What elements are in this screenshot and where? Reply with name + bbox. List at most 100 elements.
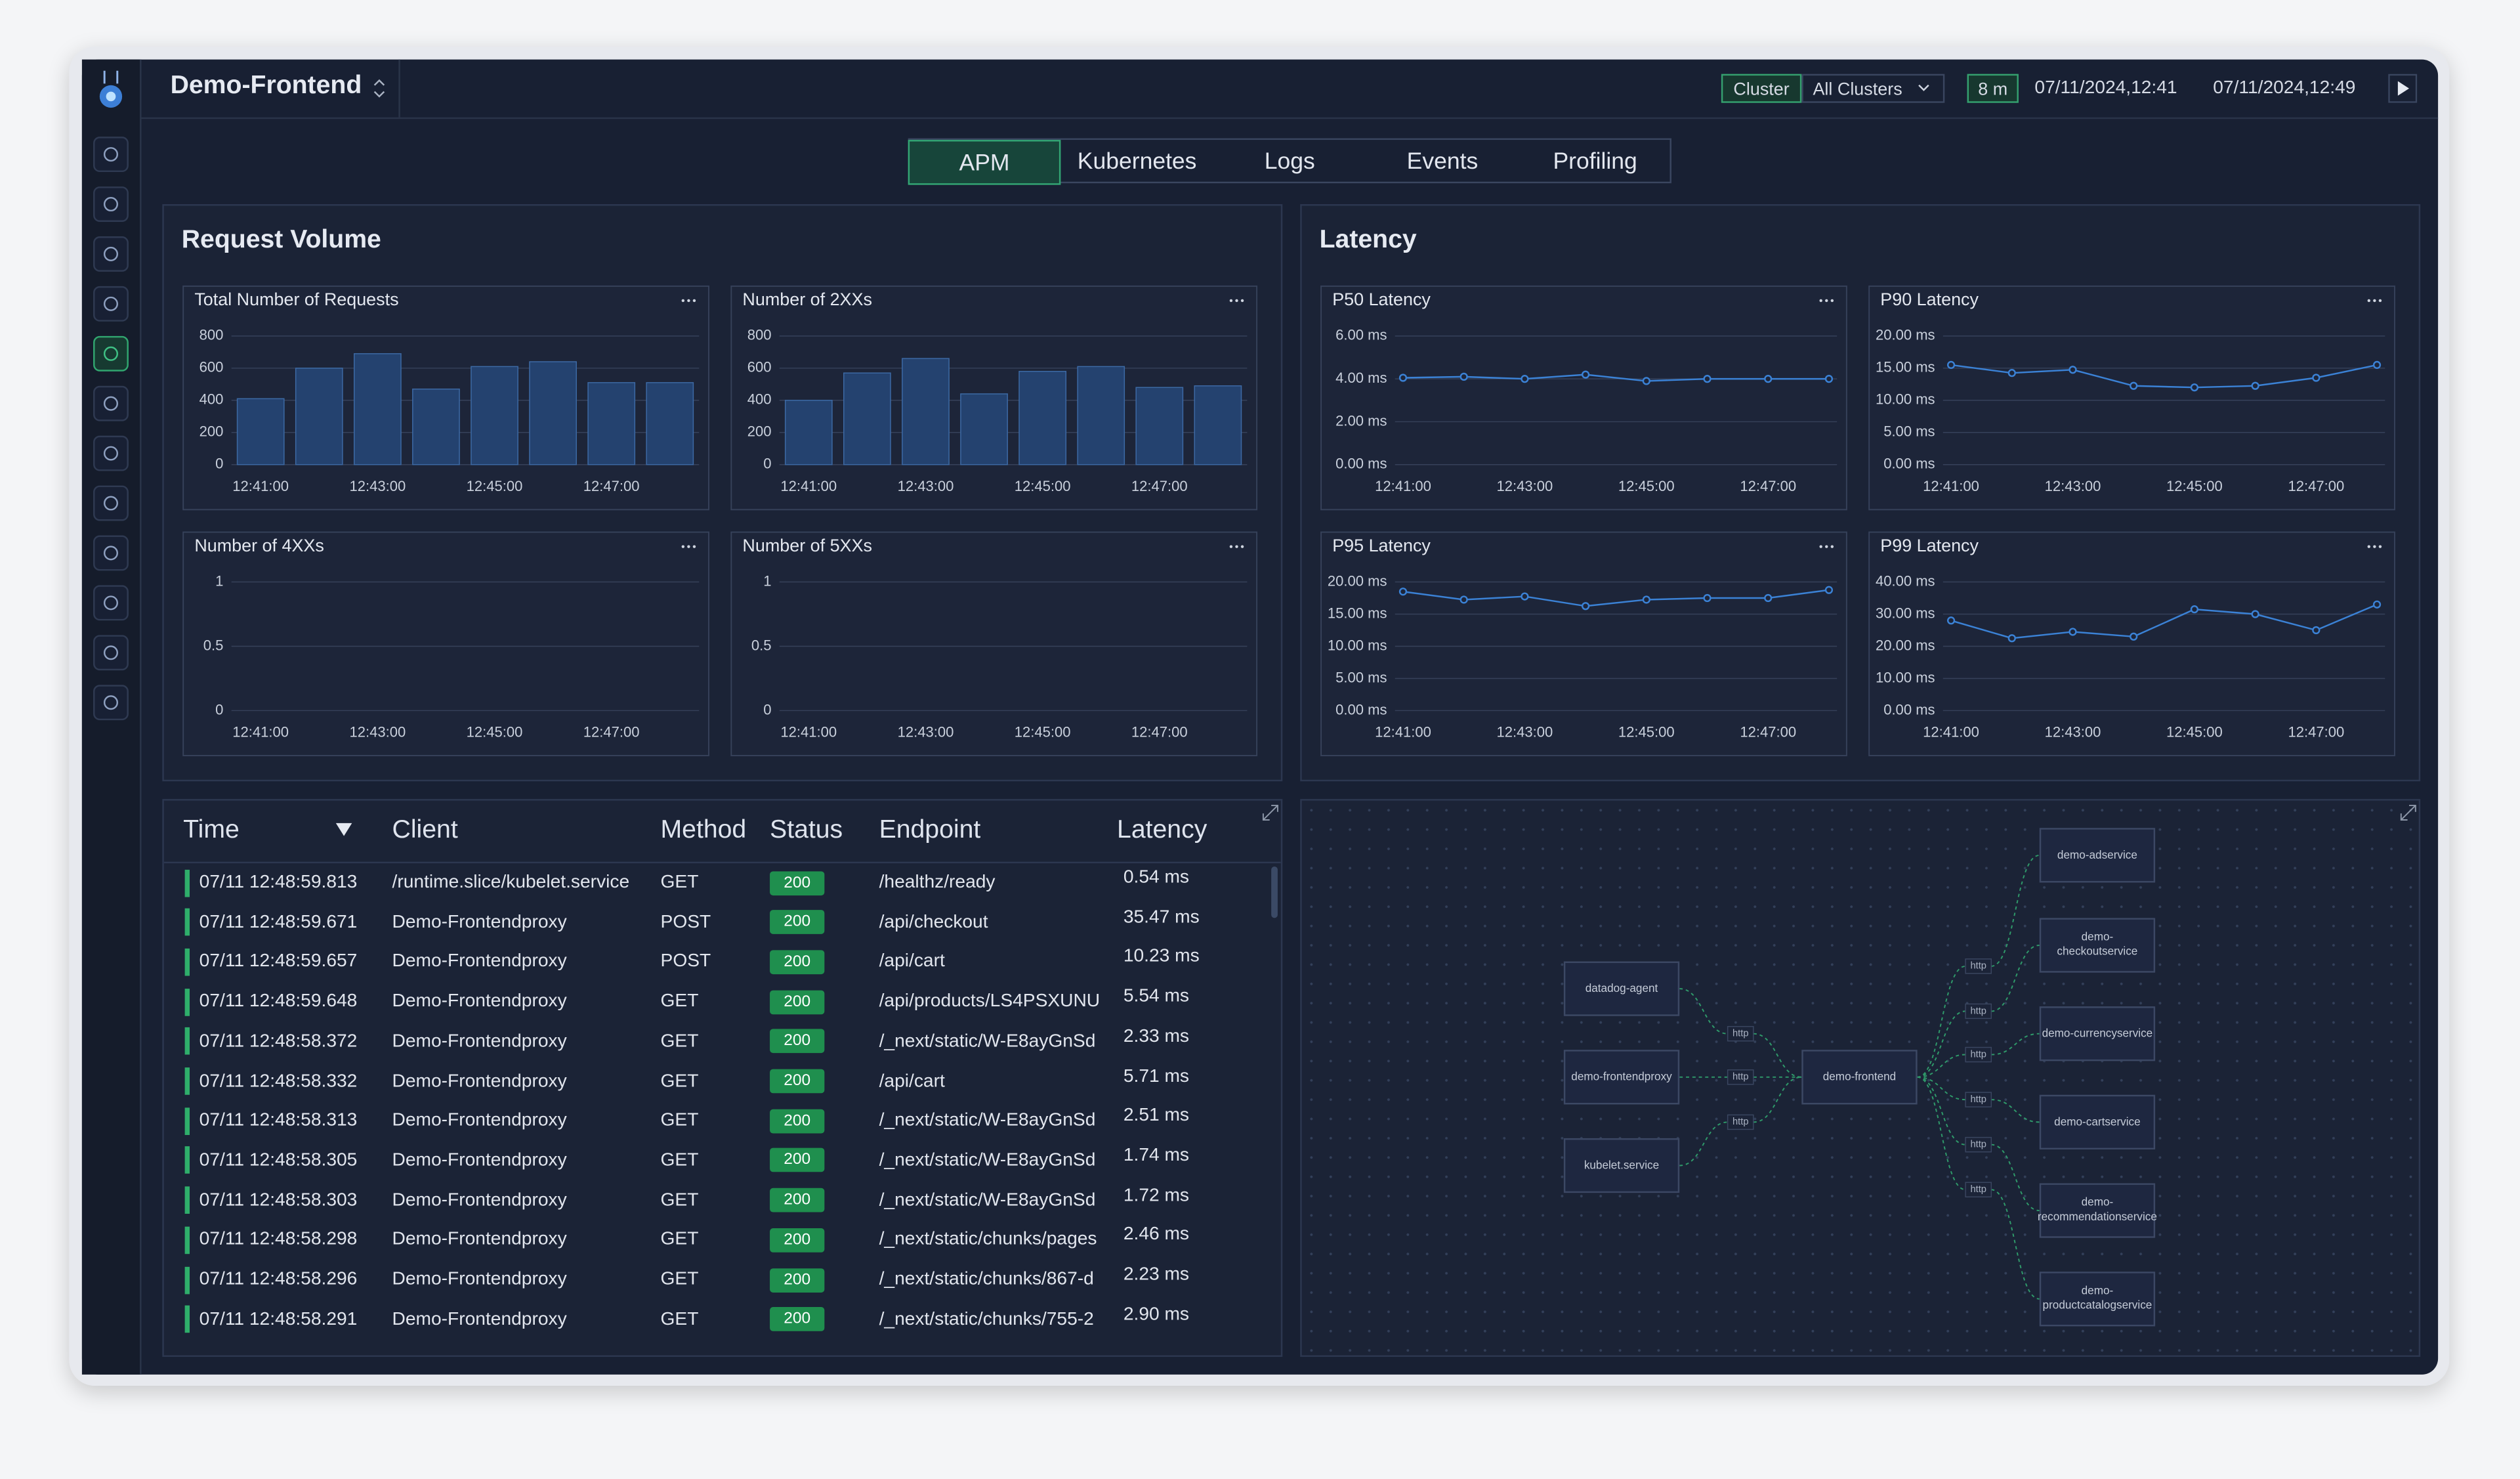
status-badge: 200	[770, 950, 825, 974]
sidebar-icon[interactable]	[93, 286, 129, 322]
sidebar-icon[interactable]	[93, 585, 129, 621]
service-node[interactable]: datadog-agent	[1563, 961, 1680, 1016]
sidebar-icon[interactable]	[93, 236, 129, 272]
sidebar-icon[interactable]	[93, 535, 129, 571]
status-badge: 200	[770, 1109, 825, 1133]
icon-glyph	[103, 296, 119, 311]
service-node[interactable]: demo-recommendationservice	[2038, 1183, 2157, 1238]
table-cell: /_next/static/chunks/pages	[879, 1230, 1097, 1250]
time-range[interactable]: 8 m	[1967, 74, 2019, 103]
cluster-select[interactable]: All Clusters	[1801, 74, 1945, 103]
table-cell: /_next/static/W-E8ayGnSd	[879, 1190, 1096, 1211]
tab[interactable]: Events	[1406, 149, 1479, 175]
tab[interactable]: Profiling	[1553, 149, 1637, 175]
sidebar-icon[interactable]	[93, 485, 129, 521]
sort-indicator[interactable]	[334, 821, 353, 837]
table-cell: 2.23 ms	[1123, 1265, 1190, 1285]
row-indicator	[184, 1147, 190, 1174]
edge	[1917, 1076, 2040, 1123]
edge-label-box	[1965, 1182, 1992, 1198]
table-cell: 2.90 ms	[1123, 1304, 1190, 1325]
table-cell: Demo-Frontendproxy	[392, 992, 567, 1012]
edge-label-box	[1727, 1069, 1754, 1085]
table-cell: GET	[660, 992, 699, 1012]
expand-icon[interactable]	[2399, 804, 2417, 821]
table-cell: /api/cart	[879, 1071, 945, 1091]
table-cell: 07/11 12:48:58.303	[199, 1190, 358, 1211]
icon-glyph	[103, 396, 119, 411]
edge-label-box	[1965, 1046, 1992, 1063]
status-badge: 200	[770, 1069, 825, 1094]
service-node[interactable]: demo-currencyservice	[2039, 1006, 2156, 1061]
sidebar-icon[interactable]	[93, 385, 129, 421]
tab[interactable]: Logs	[1264, 149, 1315, 175]
table-cell: 2.51 ms	[1123, 1106, 1190, 1126]
edge-label-box	[1965, 1092, 1992, 1107]
table-cell: Demo-Frontendproxy	[392, 1270, 567, 1290]
row-indicator	[184, 868, 190, 897]
play-button[interactable]	[2388, 74, 2418, 103]
edge-label: http	[1970, 1049, 1986, 1060]
table-cell: 35.47 ms	[1123, 907, 1200, 928]
table-cell: 2.33 ms	[1123, 1027, 1190, 1046]
tab-bar: APM Kubernetes Logs Events Profiling	[908, 138, 1671, 185]
header-separator	[398, 59, 400, 118]
service-node[interactable]: demo-checkoutservice	[2039, 918, 2156, 973]
cluster-label: Cluster	[1721, 74, 1802, 103]
table-cell: /_next/static/W-E8ayGnSd	[879, 1031, 1096, 1052]
service-node[interactable]: demo-frontend	[1801, 1050, 1918, 1105]
table-cell: GET	[660, 1031, 699, 1052]
request-volume-panel	[162, 204, 1283, 782]
column-header[interactable]: Endpoint	[879, 817, 981, 844]
service-node[interactable]: demo-frontendproxy	[1563, 1050, 1680, 1105]
edge	[1917, 1033, 2040, 1078]
table-cell: 07/11 12:48:59.648	[199, 992, 358, 1012]
edge-label-box	[1965, 1003, 1992, 1019]
table-cell: /api/checkout	[879, 912, 988, 932]
expand-icon[interactable]	[1261, 804, 1279, 821]
table-cell: GET	[660, 1071, 699, 1091]
service-map-edges: http http http http http http http http http	[1679, 854, 2040, 1300]
sidebar-icon[interactable]	[93, 335, 129, 372]
table-cell: /healthz/ready	[879, 872, 996, 893]
column-header[interactable]: Client	[392, 817, 458, 844]
column-header[interactable]: Status	[770, 817, 843, 844]
scrollbar[interactable]	[1271, 867, 1278, 918]
app-title[interactable]: Demo-Frontend	[170, 72, 362, 100]
panel-title: Request Volume	[181, 226, 381, 254]
table-cell: 07/11 12:48:58.313	[199, 1111, 358, 1131]
table-cell: Demo-Frontendproxy	[392, 1230, 567, 1250]
tab[interactable]: APM	[908, 140, 1061, 185]
tab[interactable]: Kubernetes	[1077, 149, 1197, 175]
table-cell: 07/11 12:48:59.813	[199, 872, 358, 893]
row-indicator	[184, 909, 190, 936]
sidebar-icon[interactable]	[93, 635, 129, 671]
latency-panel	[1300, 204, 2421, 782]
edge-label: http	[1732, 1029, 1749, 1039]
icon-glyph	[103, 496, 119, 511]
table-cell: 07/11 12:48:59.657	[199, 952, 358, 972]
table-cell: 2.46 ms	[1123, 1225, 1190, 1245]
icon-glyph	[103, 695, 119, 710]
title-chevron[interactable]	[371, 77, 387, 100]
row-indicator	[184, 1226, 190, 1254]
sidebar-icon[interactable]	[93, 685, 129, 721]
column-header[interactable]: Time	[183, 817, 240, 844]
service-node[interactable]: demo-adservice	[2039, 828, 2156, 883]
table-cell: Demo-Frontendproxy	[392, 952, 567, 972]
edge-label: http	[1970, 1006, 1986, 1016]
table-cell: POST	[660, 952, 711, 972]
start-time[interactable]: 07/11/2024,12:41	[2034, 79, 2177, 98]
icon-glyph	[103, 446, 119, 461]
service-node[interactable]: demo-cartservice	[2039, 1094, 2156, 1150]
sidebar-icon[interactable]	[93, 186, 129, 222]
table-cell: 07/11 12:48:58.372	[199, 1031, 358, 1052]
service-node[interactable]: demo-productcatalogservice	[2039, 1272, 2156, 1327]
column-header[interactable]: Method	[660, 817, 747, 844]
sidebar-icon[interactable]	[93, 435, 129, 471]
service-node[interactable]: kubelet.service	[1563, 1138, 1680, 1193]
sidebar-icon[interactable]	[93, 137, 129, 173]
table-cell: /api/products/LS4PSXUNU	[879, 992, 1101, 1012]
column-header[interactable]: Latency	[1117, 817, 1208, 844]
end-time[interactable]: 07/11/2024,12:49	[2213, 79, 2356, 98]
